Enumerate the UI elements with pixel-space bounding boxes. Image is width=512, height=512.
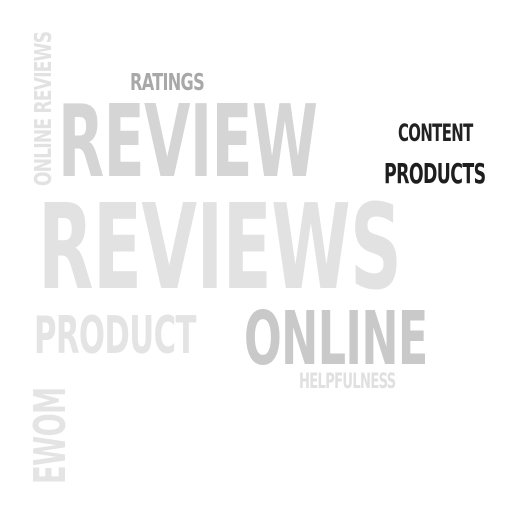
word-ratings: RATINGS: [130, 70, 205, 96]
word-product: PRODUCT: [34, 306, 196, 366]
word-reviews: REVIEWS: [38, 178, 402, 316]
word-helpfulness: HELPFULNESS: [299, 369, 396, 393]
word-online: ONLINE: [244, 296, 428, 382]
word-ewom: EWOM: [25, 387, 76, 484]
word-online-reviews: ONLINE REVIEWS: [31, 31, 57, 187]
word-content: CONTENT: [398, 119, 473, 147]
word-products: PRODUCTS: [384, 157, 486, 190]
word-review: REVIEW: [58, 83, 318, 200]
